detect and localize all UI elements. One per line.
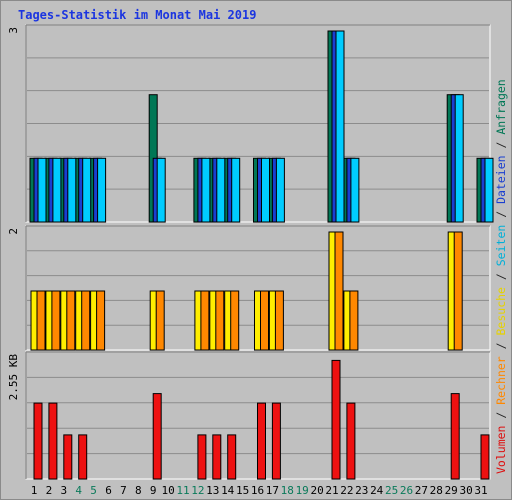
legend-part-10: Anfragen [494, 79, 508, 134]
bar-seiten-day-22 [350, 157, 360, 223]
x-tick-label-3: 3 [60, 484, 67, 497]
x-tick-label-5: 5 [90, 484, 97, 497]
x-tick-label-27: 27 [415, 484, 428, 497]
bar-rechner-day-12 [200, 290, 210, 351]
legend-part-7: / [494, 204, 508, 225]
bar-seiten-day-29 [454, 94, 464, 223]
y-max-label-top: 3 [7, 27, 20, 34]
bar-seiten-day-4 [82, 157, 92, 223]
bar-volumen-day-17 [271, 402, 281, 480]
x-tick-label-24: 24 [370, 484, 384, 497]
bar-seiten-day-3 [67, 157, 77, 223]
legend-part-6: Seiten [494, 225, 508, 267]
x-tick-label-1: 1 [31, 484, 38, 497]
legend-part-9: / [494, 135, 508, 156]
bar-volumen-day-2 [48, 402, 58, 480]
bar-rechner-day-17 [274, 290, 284, 351]
x-tick-label-7: 7 [120, 484, 127, 497]
legend-part-8: Dateien [494, 155, 508, 203]
x-tick-label-23: 23 [355, 484, 368, 497]
bar-seiten-day-5 [97, 157, 107, 223]
bar-seiten-day-17 [275, 157, 285, 223]
legend-part-5: / [494, 266, 508, 287]
bar-volumen-day-31 [480, 434, 490, 480]
x-tick-label-8: 8 [135, 484, 142, 497]
bar-rechner-day-14 [230, 290, 240, 351]
chart-title: Tages-Statistik im Monat Mai 2019 [18, 8, 257, 22]
x-tick-label-21: 21 [325, 484, 338, 497]
legend-part-4: Besuche [494, 287, 508, 336]
x-tick-label-6: 6 [105, 484, 112, 497]
x-tick-label-29: 29 [445, 484, 458, 497]
x-tick-label-30: 30 [459, 484, 472, 497]
bar-seiten-day-21 [335, 30, 345, 223]
right-axis-legend: Volumen / Rechner / Besuche / Seiten / D… [494, 79, 508, 474]
bar-volumen-day-12 [197, 434, 207, 480]
bar-seiten-day-16 [261, 157, 270, 223]
x-tick-label-17: 17 [266, 484, 279, 497]
bar-rechner-day-9 [155, 290, 165, 351]
x-tick-label-9: 9 [150, 484, 157, 497]
x-tick-label-18: 18 [281, 484, 294, 497]
x-tick-label-26: 26 [400, 484, 413, 497]
y-max-label-middle: 2 [7, 228, 20, 235]
bar-seiten-day-31 [484, 157, 494, 223]
bar-volumen-day-3 [63, 434, 73, 480]
bar-rechner-day-13 [215, 290, 225, 351]
bar-rechner-day-4 [81, 290, 91, 351]
x-tick-label-4: 4 [75, 484, 82, 497]
bar-rechner-day-21 [334, 231, 344, 351]
x-tick-label-25: 25 [385, 484, 398, 497]
x-tick-label-19: 19 [296, 484, 309, 497]
legend-part-2: Rechner [494, 356, 508, 405]
bar-volumen-day-13 [212, 434, 222, 480]
bar-seiten-day-13 [216, 157, 226, 223]
x-tick-label-16: 16 [251, 484, 264, 497]
bar-rechner-day-1 [36, 290, 46, 351]
x-tick-label-13: 13 [206, 484, 219, 497]
bar-rechner-day-3 [66, 290, 76, 351]
bar-rechner-day-16 [260, 290, 269, 351]
bar-seiten-day-1 [37, 157, 47, 223]
x-tick-label-14: 14 [221, 484, 235, 497]
x-tick-label-2: 2 [46, 484, 53, 497]
bar-volumen-day-1 [33, 402, 43, 480]
bar-volumen-day-14 [227, 434, 237, 480]
x-tick-label-11: 11 [176, 484, 189, 497]
bar-rechner-day-29 [453, 231, 463, 351]
bar-seiten-day-14 [231, 157, 241, 223]
x-tick-label-28: 28 [430, 484, 443, 497]
bar-volumen-day-29 [450, 393, 460, 480]
legend-part-1: / [494, 405, 508, 426]
x-tick-label-31: 31 [474, 484, 487, 497]
legend-part-0: Volumen [494, 426, 508, 474]
bar-volumen-day-9 [152, 393, 162, 480]
y-max-label-bottom: 2.55 KB [7, 354, 20, 401]
x-tick-label-20: 20 [310, 484, 323, 497]
bar-rechner-day-2 [51, 290, 61, 351]
bar-seiten-day-9 [156, 157, 166, 223]
x-tick-label-12: 12 [191, 484, 204, 497]
x-tick-label-15: 15 [236, 484, 249, 497]
bar-volumen-day-22 [346, 402, 356, 480]
x-tick-label-22: 22 [340, 484, 353, 497]
legend-part-3: / [494, 336, 508, 357]
bar-volumen-day-4 [78, 434, 88, 480]
bar-volumen-day-21 [331, 359, 341, 480]
bar-rechner-day-22 [349, 290, 359, 351]
bar-rechner-day-5 [96, 290, 106, 351]
x-tick-label-10: 10 [161, 484, 174, 497]
bar-seiten-day-2 [52, 157, 62, 223]
bar-volumen-day-16 [257, 402, 266, 480]
bar-seiten-day-12 [201, 157, 211, 223]
